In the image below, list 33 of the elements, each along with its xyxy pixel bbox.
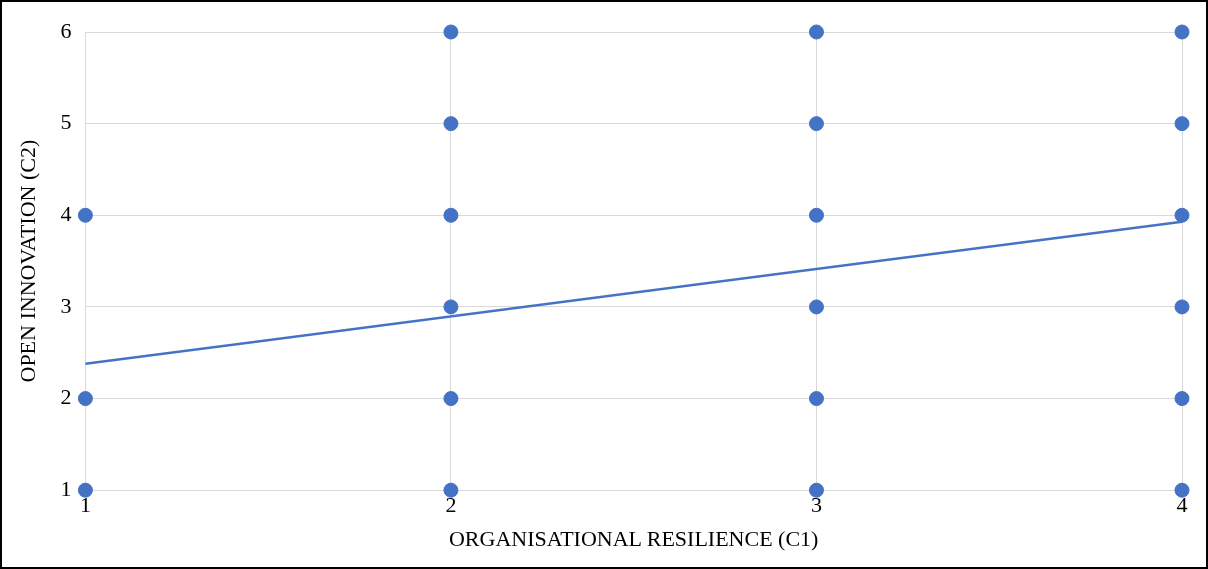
point — [1174, 207, 1190, 223]
y-axis-title: OPEN INNOVATION (C2) — [14, 139, 40, 383]
x-tick-label: 2 — [445, 492, 457, 518]
y-tick-label: 1 — [60, 475, 72, 501]
point — [808, 299, 824, 315]
point — [77, 482, 93, 498]
x-tick-label: 4 — [1176, 492, 1188, 518]
point — [443, 116, 459, 132]
point — [1174, 391, 1190, 407]
point — [1174, 24, 1190, 40]
point — [443, 207, 459, 223]
y-tick-label: 6 — [60, 17, 72, 43]
y-tick-label: 5 — [60, 109, 72, 135]
point — [1174, 116, 1190, 132]
point — [808, 24, 824, 40]
point — [808, 207, 824, 223]
point — [77, 391, 93, 407]
point — [808, 391, 824, 407]
x-tick-label: 3 — [810, 492, 822, 518]
point — [77, 207, 93, 223]
point — [808, 482, 824, 498]
point — [443, 24, 459, 40]
point — [1174, 299, 1190, 315]
y-tick-label: 2 — [60, 384, 72, 410]
x-tick-label: 1 — [79, 492, 91, 518]
point — [443, 482, 459, 498]
point — [808, 116, 824, 132]
x-axis-title: ORGANISATIONAL RESILIENCE (C1) — [448, 525, 819, 551]
y-tick-label: 4 — [60, 201, 72, 227]
y-tick-label: 3 — [60, 292, 72, 318]
point — [443, 299, 459, 315]
point — [443, 391, 459, 407]
point — [1174, 482, 1190, 498]
